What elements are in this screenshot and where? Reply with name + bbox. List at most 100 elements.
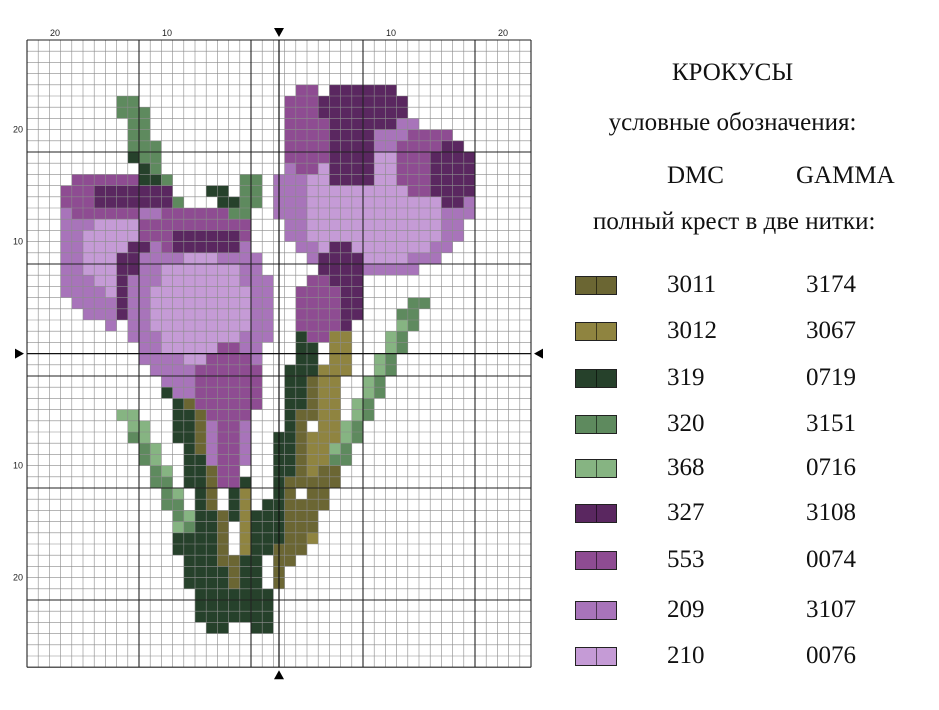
stitch-cell	[195, 532, 207, 544]
stitch-cell	[161, 174, 173, 186]
stitch-cell	[71, 174, 83, 186]
stitch-cell	[217, 409, 229, 421]
stitch-cell	[396, 140, 408, 152]
stitch-cell	[206, 241, 218, 253]
stitch-cell	[172, 353, 184, 365]
stitch-cell	[363, 241, 375, 253]
stitch-cell	[228, 465, 240, 477]
stitch-cell	[239, 588, 251, 600]
stitch-cell	[396, 342, 408, 354]
stitch-cell	[374, 353, 386, 365]
stitch-cell	[452, 185, 464, 197]
stitch-cell	[385, 163, 397, 175]
stitch-cell	[307, 275, 319, 287]
stitch-cell	[430, 230, 442, 242]
color-swatch	[575, 369, 617, 388]
stitch-cell	[206, 353, 218, 365]
stitch-cell	[329, 387, 341, 399]
stitch-cell	[150, 252, 162, 264]
stitch-cell	[150, 152, 162, 164]
stitch-cell	[116, 96, 128, 108]
stitch-cell	[183, 208, 195, 220]
stitch-cell	[127, 252, 139, 264]
stitch-cell	[340, 286, 352, 298]
legend-subtitle: условные обозначения:	[608, 109, 857, 136]
stitch-cell	[206, 208, 218, 220]
stitch-cell	[228, 420, 240, 432]
stitch-cell	[94, 308, 106, 320]
stitch-cell	[329, 241, 341, 253]
dmc-code: 210	[667, 642, 705, 669]
stitch-cell	[407, 196, 419, 208]
stitch-cell	[351, 286, 363, 298]
stitch-cell	[295, 544, 307, 556]
gamma-code: 3107	[806, 596, 856, 623]
stitch-cell	[239, 264, 251, 276]
legend-row: 3012 3067	[575, 318, 895, 344]
stitch-cell	[116, 308, 128, 320]
stitch-cell	[239, 275, 251, 287]
stitch-cell	[318, 398, 330, 410]
stitch-cell	[396, 208, 408, 220]
stitch-cell	[363, 118, 375, 130]
stitch-cell	[239, 364, 251, 376]
stitch-cell	[396, 219, 408, 231]
stitch-cell	[419, 140, 431, 152]
stitch-cell	[239, 577, 251, 589]
stitch-cell	[318, 241, 330, 253]
stitch-cell	[150, 185, 162, 197]
stitch-cell	[262, 331, 274, 343]
stitch-cell	[295, 208, 307, 220]
center-marker-left	[15, 348, 24, 359]
stitch-cell	[329, 118, 341, 130]
stitch-cell	[295, 476, 307, 488]
stitch-cell	[318, 499, 330, 511]
stitch-cell	[340, 342, 352, 354]
stitch-cell	[452, 163, 464, 175]
stitch-cell	[340, 196, 352, 208]
stitch-cell	[385, 219, 397, 231]
stitch-cell	[251, 600, 263, 612]
stitch-cell	[396, 320, 408, 332]
stitch-cell	[172, 409, 184, 421]
stitch-cell	[183, 577, 195, 589]
stitch-cell	[150, 454, 162, 466]
stitch-cell	[116, 174, 128, 186]
stitch-cell	[228, 398, 240, 410]
stitch-cell	[116, 409, 128, 421]
stitch-cell	[71, 275, 83, 287]
stitch-cell	[307, 364, 319, 376]
stitch-cell	[251, 510, 263, 522]
stitch-cell	[351, 275, 363, 287]
stitch-cell	[239, 185, 251, 197]
stitch-cell	[363, 196, 375, 208]
stitch-cell	[329, 264, 341, 276]
stitch-cell	[195, 476, 207, 488]
dmc-code: 368	[667, 454, 705, 481]
stitch-cell	[251, 398, 263, 410]
stitch-cell	[295, 297, 307, 309]
stitch-cell	[183, 320, 195, 332]
stitch-cell	[284, 118, 296, 130]
stitch-cell	[340, 152, 352, 164]
stitch-cell	[295, 521, 307, 533]
stitch-cell	[251, 275, 263, 287]
stitch-cell	[116, 107, 128, 119]
stitch-cell	[195, 454, 207, 466]
stitch-cell	[195, 521, 207, 533]
stitch-cell	[116, 230, 128, 242]
stitch-cell	[83, 264, 95, 276]
stitch-cell	[262, 286, 274, 298]
stitch-cell	[217, 387, 229, 399]
stitch-cell	[295, 84, 307, 96]
stitch-cell	[374, 118, 386, 130]
stitch-cell	[284, 443, 296, 455]
stitch-cell	[127, 152, 139, 164]
stitch-cell	[419, 185, 431, 197]
axis-label-left: 20	[13, 573, 23, 583]
stitch-cell	[307, 510, 319, 522]
stitch-cell	[161, 331, 173, 343]
stitch-cell	[150, 264, 162, 276]
stitch-cell	[307, 342, 319, 354]
stitch-cell	[307, 208, 319, 220]
